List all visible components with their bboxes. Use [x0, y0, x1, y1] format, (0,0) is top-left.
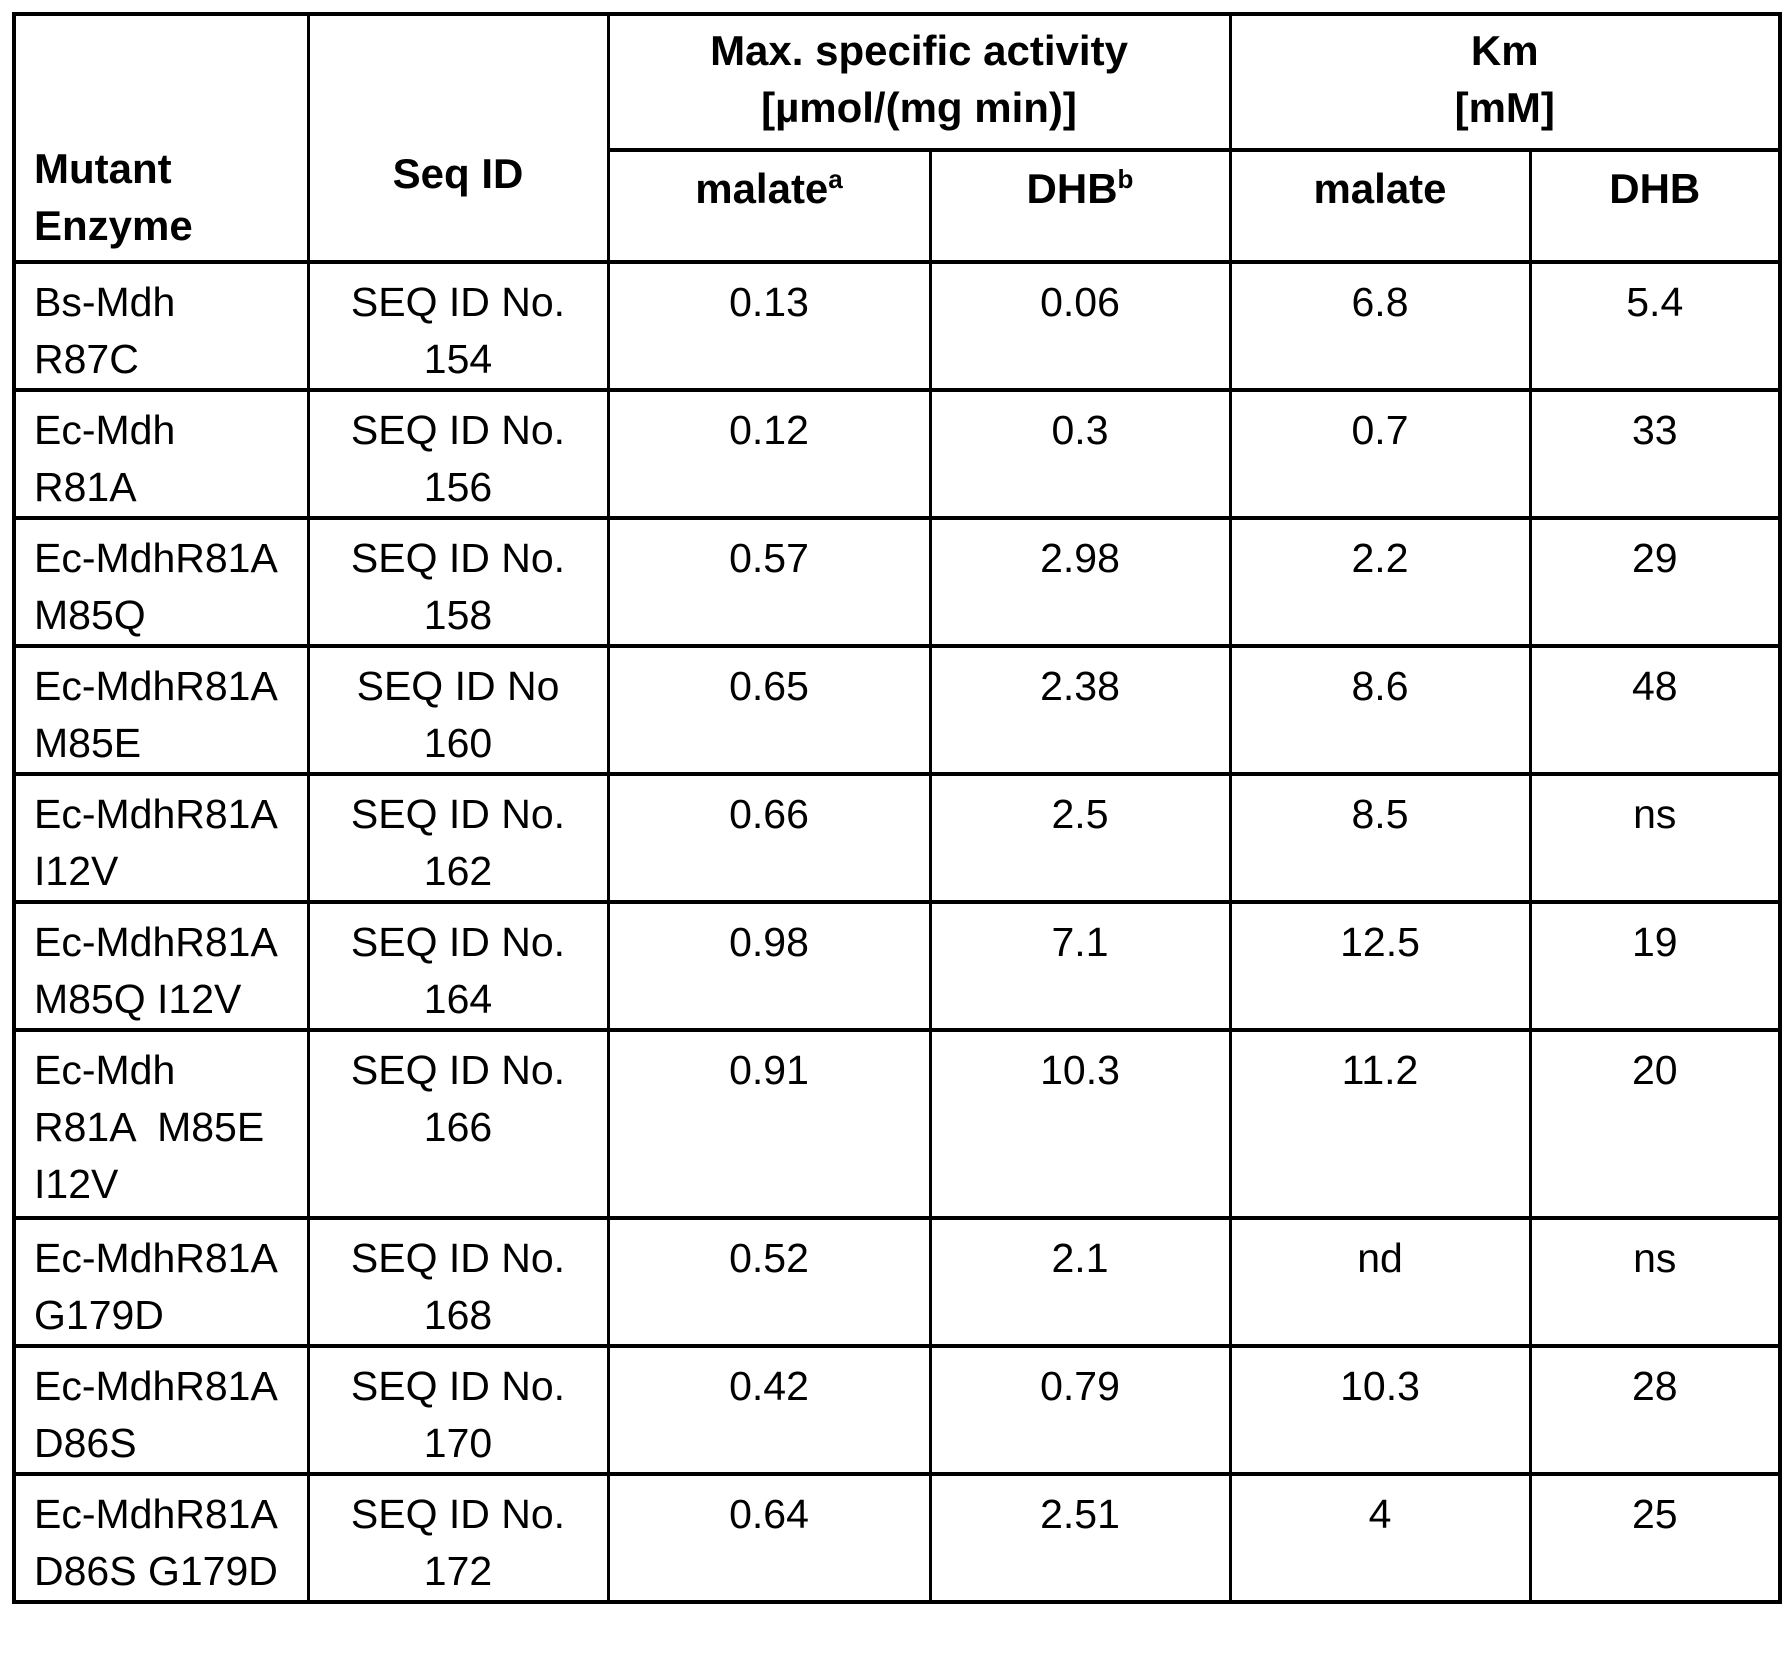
- col-header-km-dhb-label: DHB: [1609, 165, 1701, 212]
- footnote-marker-a: a: [828, 164, 843, 194]
- activity-malate-cell: 0.13: [606, 260, 932, 392]
- km-malate-cell: nd: [1228, 1216, 1532, 1348]
- activity-dhb-cell: 10.3: [928, 1028, 1232, 1220]
- km-dhb-cell: ns: [1528, 772, 1782, 904]
- enzyme-name-cell: Ec-MdhR81A M85E: [12, 644, 310, 776]
- col-header-seq-id: Seq ID: [306, 12, 610, 264]
- activity-dhb-cell: 0.3: [928, 388, 1232, 520]
- activity-dhb-cell: 7.1: [928, 900, 1232, 1032]
- activity-dhb-cell: 2.51: [928, 1472, 1232, 1604]
- activity-malate-cell: 0.52: [606, 1216, 932, 1348]
- seq-id-cell: SEQ ID No. 156: [306, 388, 610, 520]
- km-dhb-cell: 5.4: [1528, 260, 1782, 392]
- header-row-substrates: malatea DHBb malate DHB: [14, 148, 1782, 264]
- km-malate-cell: 12.5: [1228, 900, 1532, 1032]
- activity-malate-cell: 0.57: [606, 516, 932, 648]
- enzyme-name-cell: Ec-Mdh R81A M85E I12V: [12, 1028, 310, 1220]
- enzyme-kinetics-table: Mutant Enzyme Seq ID Max. specific activ…: [12, 12, 1782, 1604]
- km-malate-cell: 6.8: [1228, 260, 1532, 392]
- col-header-km-dhb: DHB: [1528, 148, 1782, 264]
- km-malate-cell: 2.2: [1228, 516, 1532, 648]
- col-header-seq-id-label: Seq ID: [392, 150, 524, 197]
- group-header-max-specific-activity-label: Max. specific activity [µmol/(mg min)]: [710, 27, 1128, 131]
- col-header-activity-malate-label: malate: [695, 165, 829, 212]
- km-malate-cell: 8.5: [1228, 772, 1532, 904]
- activity-malate-cell: 0.98: [606, 900, 932, 1032]
- enzyme-name-cell: Ec-MdhR81A I12V: [12, 772, 310, 904]
- enzyme-name-cell: Ec-MdhR81A D86S G179D: [12, 1472, 310, 1604]
- header-row-groups: Mutant Enzyme Seq ID Max. specific activ…: [12, 12, 1782, 264]
- km-dhb-cell: 29: [1528, 516, 1782, 648]
- km-dhb-cell: 33: [1528, 388, 1782, 520]
- km-malate-cell: 10.3: [1228, 1344, 1532, 1476]
- table-row: Ec-MdhR81A M85Q SEQ ID No. 158 0.57 2.98…: [12, 516, 1782, 648]
- seq-id-cell: SEQ ID No. 170: [306, 1344, 610, 1476]
- col-header-mutant-enzyme: Mutant Enzyme: [12, 12, 310, 264]
- activity-dhb-cell: 0.79: [928, 1344, 1232, 1476]
- table-row: Ec-MdhR81A I12V SEQ ID No. 162 0.66 2.5 …: [12, 772, 1782, 904]
- seq-id-cell: SEQ ID No. 164: [306, 900, 610, 1032]
- col-header-activity-dhb-label: DHB: [1026, 165, 1118, 212]
- km-malate-cell: 4: [1228, 1472, 1532, 1604]
- seq-id-cell: SEQ ID No 160: [306, 644, 610, 776]
- seq-id-cell: SEQ ID No. 162: [306, 772, 610, 904]
- table-row: Ec-MdhR81A D86S SEQ ID No. 170 0.42 0.79…: [12, 1344, 1782, 1476]
- group-header-km: Km [mM]: [1228, 12, 1782, 152]
- seq-id-cell: SEQ ID No. 168: [306, 1216, 610, 1348]
- table-row: Ec-Mdh R81A M85E I12V SEQ ID No. 166 0.9…: [12, 1028, 1782, 1220]
- seq-id-cell: SEQ ID No. 158: [306, 516, 610, 648]
- col-header-activity-dhb: DHBb: [928, 148, 1232, 264]
- activity-dhb-cell: 2.5: [928, 772, 1232, 904]
- col-header-activity-malate: malatea: [606, 148, 932, 264]
- footnote-marker-b: b: [1117, 164, 1134, 194]
- group-header-km-label: Km [mM]: [1454, 27, 1555, 131]
- activity-dhb-cell: 0.06: [928, 260, 1232, 392]
- km-dhb-cell: 25: [1528, 1472, 1782, 1604]
- km-malate-cell: 11.2: [1228, 1028, 1532, 1220]
- km-dhb-cell: ns: [1528, 1216, 1782, 1348]
- activity-malate-cell: 0.91: [606, 1028, 932, 1220]
- km-dhb-cell: 28: [1528, 1344, 1782, 1476]
- table-row: Ec-MdhR81A G179D SEQ ID No. 168 0.52 2.1…: [12, 1216, 1782, 1348]
- km-malate-cell: 8.6: [1228, 644, 1532, 776]
- activity-dhb-cell: 2.1: [928, 1216, 1232, 1348]
- seq-id-cell: SEQ ID No. 166: [306, 1028, 610, 1220]
- activity-malate-cell: 0.42: [606, 1344, 932, 1476]
- km-dhb-cell: 48: [1528, 644, 1782, 776]
- col-header-km-malate: malate: [1228, 148, 1532, 264]
- col-header-mutant-enzyme-label: Mutant Enzyme: [34, 145, 193, 249]
- enzyme-name-cell: Ec-MdhR81A D86S: [12, 1344, 310, 1476]
- km-dhb-cell: 20: [1528, 1028, 1782, 1220]
- activity-malate-cell: 0.12: [606, 388, 932, 520]
- table-row: Ec-MdhR81A M85E SEQ ID No 160 0.65 2.38 …: [12, 644, 1782, 776]
- activity-malate-cell: 0.65: [606, 644, 932, 776]
- km-dhb-cell: 19: [1528, 900, 1782, 1032]
- activity-dhb-cell: 2.98: [928, 516, 1232, 648]
- enzyme-name-cell: Ec-MdhR81A M85Q: [12, 516, 310, 648]
- group-header-max-specific-activity: Max. specific activity [µmol/(mg min)]: [606, 12, 1232, 152]
- enzyme-name-cell: Ec-MdhR81A M85Q I12V: [12, 900, 310, 1032]
- table-row: Ec-MdhR81A M85Q I12V SEQ ID No. 164 0.98…: [12, 900, 1782, 1032]
- seq-id-cell: SEQ ID No. 154: [306, 260, 610, 392]
- enzyme-name-cell: Ec-Mdh R81A: [12, 388, 310, 520]
- enzyme-name-cell: Ec-MdhR81A G179D: [12, 1216, 310, 1348]
- activity-dhb-cell: 2.38: [928, 644, 1232, 776]
- table-row: Ec-Mdh R81A SEQ ID No. 156 0.12 0.3 0.7 …: [12, 388, 1782, 520]
- activity-malate-cell: 0.66: [606, 772, 932, 904]
- col-header-km-malate-label: malate: [1313, 165, 1447, 212]
- activity-malate-cell: 0.64: [606, 1472, 932, 1604]
- table-row: Ec-MdhR81A D86S G179D SEQ ID No. 172 0.6…: [12, 1472, 1782, 1604]
- enzyme-name-cell: Bs-Mdh R87C: [12, 260, 310, 392]
- seq-id-cell: SEQ ID No. 172: [306, 1472, 610, 1604]
- km-malate-cell: 0.7: [1228, 388, 1532, 520]
- table-row: Bs-Mdh R87C SEQ ID No. 154 0.13 0.06 6.8…: [12, 260, 1782, 392]
